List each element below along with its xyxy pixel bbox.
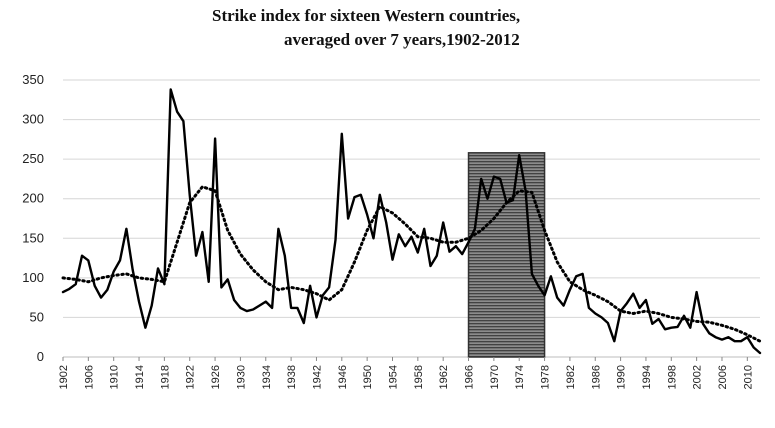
series-lines (61, 88, 762, 355)
x-tick-label: 1946 (337, 365, 349, 389)
x-tick-label: 1938 (286, 365, 298, 389)
strike-index-line (61, 88, 762, 355)
x-tick-label: 1998 (666, 365, 678, 389)
x-tick-label: 1930 (235, 365, 247, 389)
moving-average-line (61, 185, 762, 343)
y-tick-label: 250 (22, 151, 44, 166)
x-tick-label: 1970 (489, 365, 501, 389)
x-tick-label: 1934 (261, 365, 273, 389)
y-tick-label: 0 (37, 349, 44, 364)
x-tick-label: 1918 (159, 365, 171, 389)
y-tick-label: 350 (22, 72, 44, 87)
x-tick-label: 2006 (717, 365, 729, 389)
x-tick-label: 1986 (590, 365, 602, 389)
y-axis-ticks: 0 50 100 150 200 250 300 350 (22, 72, 44, 364)
x-tick-label: 1978 (540, 365, 552, 389)
x-tick-label: 1958 (413, 365, 425, 389)
x-tick-label: 2002 (692, 365, 704, 389)
x-tick-label: 1942 (311, 365, 323, 389)
x-tick-label: 1910 (109, 365, 121, 389)
x-tick-label: 1994 (641, 365, 653, 389)
y-tick-label: 100 (22, 270, 44, 285)
chart-title-line1: Strike index for sixteen Western countri… (212, 6, 521, 25)
x-tick-label: 1906 (83, 365, 95, 389)
x-axis-ticks: 1902 1906 1910 1914 1918 1922 1926 1930 1934 1938… (58, 357, 754, 389)
x-tick-label: 1954 (387, 365, 399, 389)
x-tick-label: 1974 (514, 365, 526, 389)
x-tick-label: 1926 (210, 365, 222, 389)
chart-subtitle: averaged over 7 years,1902-2012 (284, 30, 520, 49)
y-tick-label: 200 (22, 191, 44, 206)
y-tick-label: 150 (22, 230, 44, 245)
x-tick-label: 1950 (362, 365, 374, 389)
shaded-period (467, 152, 546, 358)
x-tick-label: 1922 (185, 365, 197, 389)
x-tick-label: 1902 (58, 365, 70, 389)
y-tick-label: 300 (22, 112, 44, 127)
x-tick-label: 1914 (134, 365, 146, 389)
x-tick-label: 1962 (438, 365, 450, 389)
x-tick-label: 2010 (742, 365, 754, 389)
x-tick-label: 1982 (565, 365, 577, 389)
x-tick-label: 1990 (616, 365, 628, 389)
x-tick-label: 1966 (464, 365, 476, 389)
y-tick-label: 50 (30, 309, 44, 324)
